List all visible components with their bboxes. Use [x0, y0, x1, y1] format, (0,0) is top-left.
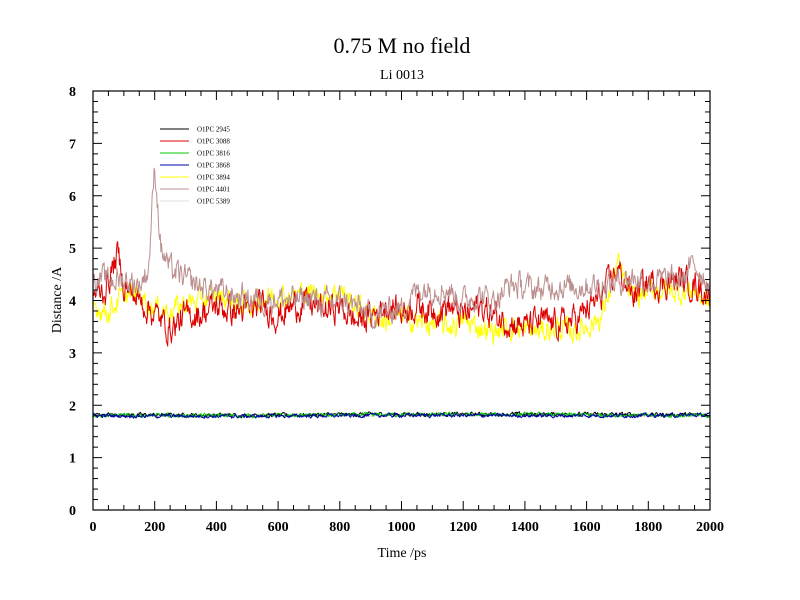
series-line: [92, 167, 711, 329]
legend-label: O1PC 3088: [197, 138, 230, 146]
y-tick-label: 8: [69, 85, 76, 100]
y-tick-label: 5: [69, 242, 76, 257]
x-tick-label: 800: [329, 520, 350, 535]
tick-layer: [92, 90, 711, 511]
chart-subtitle: Li 0013: [380, 68, 424, 83]
legend-label: O1PC 3868: [197, 162, 230, 170]
legend-label: O1PC 4401: [197, 186, 230, 194]
legend-label: O1PC 5389: [197, 198, 230, 206]
series-line: [92, 411, 710, 419]
legend: O1PC 2945 O1PC 3088 O1PC 3816 O1PC 3868 O1PC…: [160, 126, 230, 206]
y-tick-label: 2: [69, 399, 76, 414]
x-tick-label: 0: [90, 520, 97, 535]
series-line: [92, 412, 711, 419]
x-tick-label: 2000: [696, 520, 724, 535]
series-line: [92, 241, 711, 347]
y-tick-label: 6: [69, 190, 76, 205]
y-tick-label: 7: [69, 137, 76, 152]
y-tick-label: 1: [69, 452, 76, 467]
legend-label: O1PC 3816: [197, 150, 230, 158]
x-tick-label: 1000: [388, 520, 416, 535]
chart-title: 0.75 M no field: [334, 33, 471, 58]
y-tick-label: 3: [69, 347, 76, 362]
x-tick-label: 200: [144, 520, 165, 535]
series-layer: [92, 167, 711, 419]
x-tick-label: 1200: [449, 520, 477, 535]
y-axis-label: Distance /A: [50, 266, 65, 333]
x-tick-label: 1800: [634, 520, 662, 535]
y-tick-label: 0: [69, 504, 76, 519]
y-tick-label: 4: [69, 295, 76, 310]
tick-label-layer: 0 200 400 600 800 1000 1200 1400 1600 1800 2000 0 1 2…: [69, 85, 724, 535]
legend-label: O1PC 3894: [197, 174, 230, 182]
x-axis-label: Time /ps: [378, 546, 427, 561]
x-tick-label: 1600: [573, 520, 601, 535]
x-tick-label: 1400: [511, 520, 539, 535]
x-tick-label: 600: [268, 520, 289, 535]
legend-label: O1PC 2945: [197, 126, 230, 134]
x-tick-label: 400: [206, 520, 227, 535]
